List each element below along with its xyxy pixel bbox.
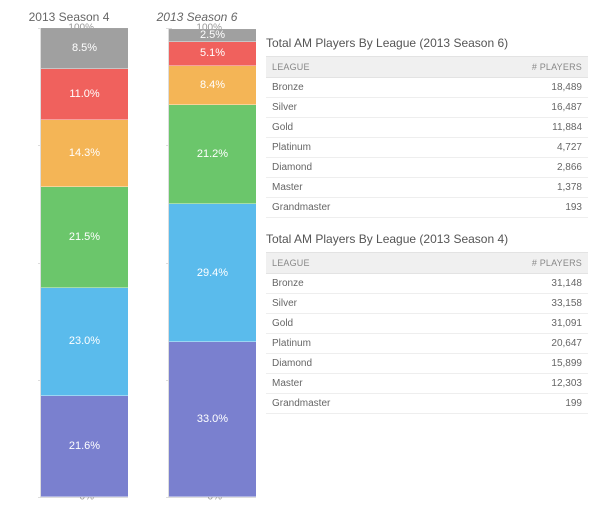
bar-segment-gold: 21.5% [41,187,128,288]
bar-segment-grandmaster [41,28,128,29]
table-row: Silver16,487 [266,98,588,118]
table-cell: 18,489 [437,78,588,98]
table-row: Platinum20,647 [266,334,588,354]
table-cell: Master [266,374,437,394]
table-cell: 12,303 [437,374,588,394]
column-header: LEAGUE [266,57,437,78]
table-cell: 20,647 [437,334,588,354]
table-cell: Diamond [266,354,437,374]
table-cell: Master [266,178,437,198]
segment-label: 33.0% [197,413,228,425]
table-row: Diamond2,866 [266,158,588,178]
segment-label: 21.6% [69,440,100,452]
table-row: Platinum4,727 [266,138,588,158]
table-cell: Grandmaster [266,394,437,414]
table-row: Grandmaster193 [266,198,588,218]
table-cell: 1,378 [437,178,588,198]
axis-tick-line [166,497,172,498]
table-cell: Silver [266,98,437,118]
chart-column: 2013 Season 60.3%0%25%50%75%100%33.0%29.… [138,10,256,507]
table-row: Master12,303 [266,374,588,394]
stacked-bar: 0%25%50%75%100%21.6%23.0%21.5%14.3%11.0%… [40,28,128,498]
bar-segment-gold: 21.2% [169,105,256,204]
bar-segment-diamond: 11.0% [41,69,128,121]
column-header: # PLAYERS [437,57,588,78]
segment-label: 21.2% [197,148,228,160]
segment-label: 2.5% [200,29,225,41]
table-cell: 33,158 [437,294,588,314]
table-cell: 16,487 [437,98,588,118]
table-cell: Silver [266,294,437,314]
table-cell: Gold [266,314,437,334]
table-title: Total AM Players By League (2013 Season … [266,36,588,50]
column-header: LEAGUE [266,253,437,274]
bar-segment-silver: 29.4% [169,204,256,342]
table-cell: Gold [266,118,437,138]
bar-area: 0%25%50%75%100%33.0%29.4%21.2%8.4%5.1%2.… [138,28,256,498]
segment-label: 8.5% [72,42,97,54]
bar-segment-silver: 23.0% [41,288,128,396]
bar-area: 0%25%50%75%100%21.6%23.0%21.5%14.3%11.0%… [10,28,128,498]
segment-label: 11.0% [69,88,99,100]
table-cell: 15,899 [437,354,588,374]
column-header: # PLAYERS [437,253,588,274]
table-row: Bronze18,489 [266,78,588,98]
data-table: LEAGUE# PLAYERSBronze31,148Silver33,158G… [266,252,588,414]
table-row: Gold11,884 [266,118,588,138]
table-cell: Grandmaster [266,198,437,218]
table-cell: 31,148 [437,274,588,294]
bar-segment-master: 8.5% [41,29,128,69]
bar-segment-bronze: 21.6% [41,396,128,497]
table-cell: Bronze [266,78,437,98]
table-row: Grandmaster199 [266,394,588,414]
bar-segment-platinum: 8.4% [169,66,256,105]
bar-segment-diamond: 5.1% [169,42,256,66]
table-block: Total AM Players By League (2013 Season … [266,232,588,414]
table-cell: 199 [437,394,588,414]
table-cell: Diamond [266,158,437,178]
table-cell: 11,884 [437,118,588,138]
table-row: Diamond15,899 [266,354,588,374]
table-row: Silver33,158 [266,294,588,314]
axis-tick-line [38,497,44,498]
table-block: Total AM Players By League (2013 Season … [266,36,588,218]
segment-label: 23.0% [69,335,100,347]
bar-segment-bronze: 33.0% [169,342,256,497]
data-table: LEAGUE# PLAYERSBronze18,489Silver16,487G… [266,56,588,218]
table-cell: 4,727 [437,138,588,158]
bar-segment-grandmaster [169,29,256,30]
table-title: Total AM Players By League (2013 Season … [266,232,588,246]
charts-area: 2013 Season 40.1%0%25%50%75%100%21.6%23.… [10,10,256,507]
table-cell: 2,866 [437,158,588,178]
table-cell: Bronze [266,274,437,294]
stacked-bar: 0%25%50%75%100%33.0%29.4%21.2%8.4%5.1%2.… [168,28,256,498]
segment-label: 29.4% [197,267,228,279]
segment-label: 21.5% [69,231,100,243]
table-row: Bronze31,148 [266,274,588,294]
bar-segment-master: 2.5% [169,30,256,42]
segment-label: 5.1% [200,47,225,59]
segment-label: 14.3% [69,147,100,159]
segment-label: 8.4% [200,79,225,91]
table-cell: Platinum [266,334,437,354]
table-row: Master1,378 [266,178,588,198]
table-row: Gold31,091 [266,314,588,334]
bar-segment-platinum: 14.3% [41,120,128,187]
table-cell: Platinum [266,138,437,158]
chart-column: 2013 Season 40.1%0%25%50%75%100%21.6%23.… [10,10,128,507]
table-cell: 31,091 [437,314,588,334]
tables-area: Total AM Players By League (2013 Season … [266,36,588,507]
table-cell: 193 [437,198,588,218]
